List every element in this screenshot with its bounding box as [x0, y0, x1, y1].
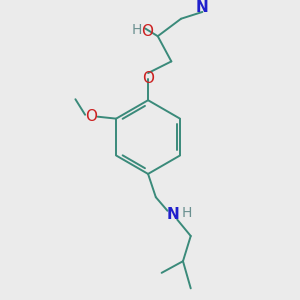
Text: H: H — [182, 206, 192, 220]
Text: O: O — [141, 24, 153, 39]
Text: N: N — [196, 0, 209, 15]
Text: N: N — [167, 207, 180, 222]
Text: H: H — [131, 23, 142, 38]
Text: O: O — [85, 109, 97, 124]
Text: O: O — [142, 71, 154, 86]
